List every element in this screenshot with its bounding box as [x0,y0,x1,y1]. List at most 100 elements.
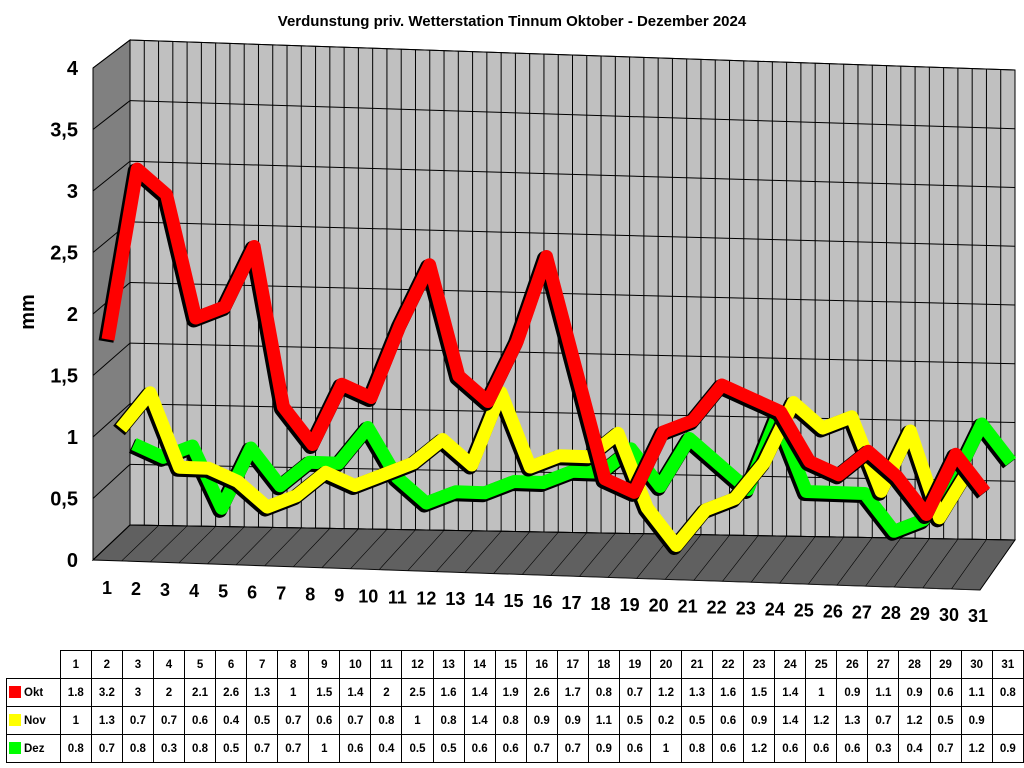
table-cell: 1.2 [960,734,993,763]
x-tick-label: 2 [131,579,141,599]
table-cell: 1.8 [59,678,92,707]
gridline-side [92,342,131,376]
table-cell: 1 [649,734,683,763]
table-header-cell: 22 [712,650,745,679]
floor-line [293,528,331,567]
series-layer [98,162,1017,555]
x-tick-label: 11 [388,587,407,607]
x-tick-label: 30 [939,605,959,625]
table-cell: 1.4 [774,706,807,735]
floor-line [350,529,388,569]
table-cell: 1.4 [774,678,807,707]
x-tick-label: 12 [416,588,436,608]
y-tick-label: 1 [67,427,78,449]
table-cell: 1.3 [836,706,869,735]
table-cell: 0.7 [246,734,279,763]
table-header-cell: 17 [556,650,589,679]
table-header-cell: 27 [867,650,900,679]
x-tick-label: 23 [736,599,756,619]
floor-line [836,537,873,586]
x-tick-label: 5 [218,582,228,602]
table-cell: 0.5 [215,734,248,763]
table-cell: 0.6 [929,678,962,707]
table-cell: 1.2 [898,706,931,735]
gridline-side [92,160,131,192]
legend-swatch [9,714,21,726]
y-tick-label: 3 [67,181,78,203]
table-corner [7,651,61,679]
table-cell: 0.7 [929,734,962,763]
table-cell: 1.5 [743,678,776,707]
table-cell: 1.5 [308,678,341,707]
table-cell: 1 [401,706,434,735]
table-cell: 0.3 [867,734,900,763]
table-header-cell: 18 [587,650,620,679]
floor-line [521,532,559,575]
table-cell: 0.8 [432,706,465,735]
table-cell: 0.8 [184,734,217,763]
table-cell: 2 [370,678,403,707]
table-cell: 0.8 [681,734,714,763]
table-cell [991,706,1024,735]
table-cell: 0.8 [121,734,154,763]
table-cell: 0.6 [712,706,745,735]
table-cell: 0.6 [805,734,838,763]
table-cell: 0.7 [867,706,900,735]
floor-line [264,527,302,567]
x-tick-label: 22 [707,598,727,618]
x-tick-label: 9 [334,585,344,605]
table-cell: 0.3 [152,734,186,763]
table-header-cell: 25 [805,650,838,679]
legend-entry: Okt [6,678,61,707]
table-header-cell: 28 [898,650,931,679]
table-header-cell: 3 [121,650,154,679]
table-cell: 0.7 [90,734,123,763]
x-axis-ticks: 1 2 3 4 5 6 7 8 9 10 11 12 13 14 15 16 17 18 19 20 21 22 23 24 2… [102,578,988,626]
table-header-cell: 23 [743,650,776,679]
table-cell: 0.8 [494,706,527,735]
legend-label: Dez [24,743,45,755]
floor-line [407,530,445,571]
table-header-cell: 4 [152,650,186,679]
table-header-cell: 13 [432,650,465,679]
table-cell: 0.2 [649,706,683,735]
x-tick-label: 18 [591,594,611,614]
table-cell: 0.4 [215,706,248,735]
table-header-cell: 9 [308,650,341,679]
x-tick-label: 16 [532,592,552,612]
table-header-cell: 16 [525,650,558,679]
y-tick-label: 2,5 [50,243,78,265]
table-cell: 1 [805,678,838,707]
floor-line [779,536,816,584]
table-cell: 2.1 [184,678,217,707]
floor-line [378,529,416,570]
table-row: Dez 0.8 0.7 0.8 0.3 0.8 0.5 0.7 0.7 1 0.6 0.4 0.5 0.5… [6,734,1024,763]
legend-entry: Nov [6,706,61,735]
x-tick-label: 25 [794,600,814,620]
floor-line [665,534,702,580]
legend-swatch [9,686,21,698]
x-tick-label: 14 [474,590,494,610]
legend-entry: Dez [6,734,61,763]
table-cell: 0.9 [525,706,558,735]
table-cell: 0.7 [618,678,651,707]
floor-line [207,526,245,565]
y-tick-label: 2 [67,304,78,326]
floor-line [121,525,159,562]
y-tick-label: 0 [67,550,78,572]
table-cell: 0.7 [556,734,589,763]
x-tick-label: 8 [305,585,315,605]
floor-line [979,539,1016,591]
y-axis-ticks: 0 0,5 1 1,5 2 2,5 3 3,5 4 [50,58,79,572]
table-header-cell: 1 [59,650,92,679]
table-cell: 1.6 [432,678,465,707]
table-cell: 1.4 [463,678,496,707]
table-cell: 3 [121,678,154,707]
table-header-cell: 24 [774,650,807,679]
table-cell: 1.2 [743,734,776,763]
table-cell: 3.2 [90,678,123,707]
table-cell: 0.4 [898,734,931,763]
series-dez [128,410,1017,541]
table-cell: 0.8 [991,678,1024,707]
table-cell: 0.6 [308,706,341,735]
